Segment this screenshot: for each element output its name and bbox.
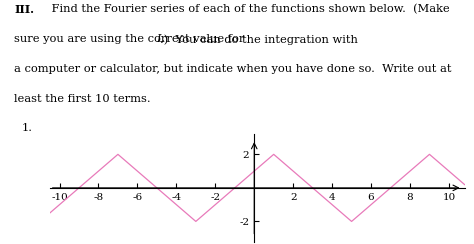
Text: 1.: 1.: [21, 123, 32, 133]
Text: sure you are using the correct value for: sure you are using the correct value for: [14, 34, 248, 44]
Text: L: L: [156, 34, 164, 44]
Text: Find the Fourier series of each of the functions shown below.  (Make: Find the Fourier series of each of the f…: [48, 4, 450, 14]
Text: a computer or calculator, but indicate when you have done so.  Write out at: a computer or calculator, but indicate w…: [14, 64, 452, 74]
Text: III.: III.: [14, 4, 34, 15]
Text: .)  You can do the integration with: .) You can do the integration with: [160, 34, 358, 45]
Text: least the first 10 terms.: least the first 10 terms.: [14, 94, 151, 104]
